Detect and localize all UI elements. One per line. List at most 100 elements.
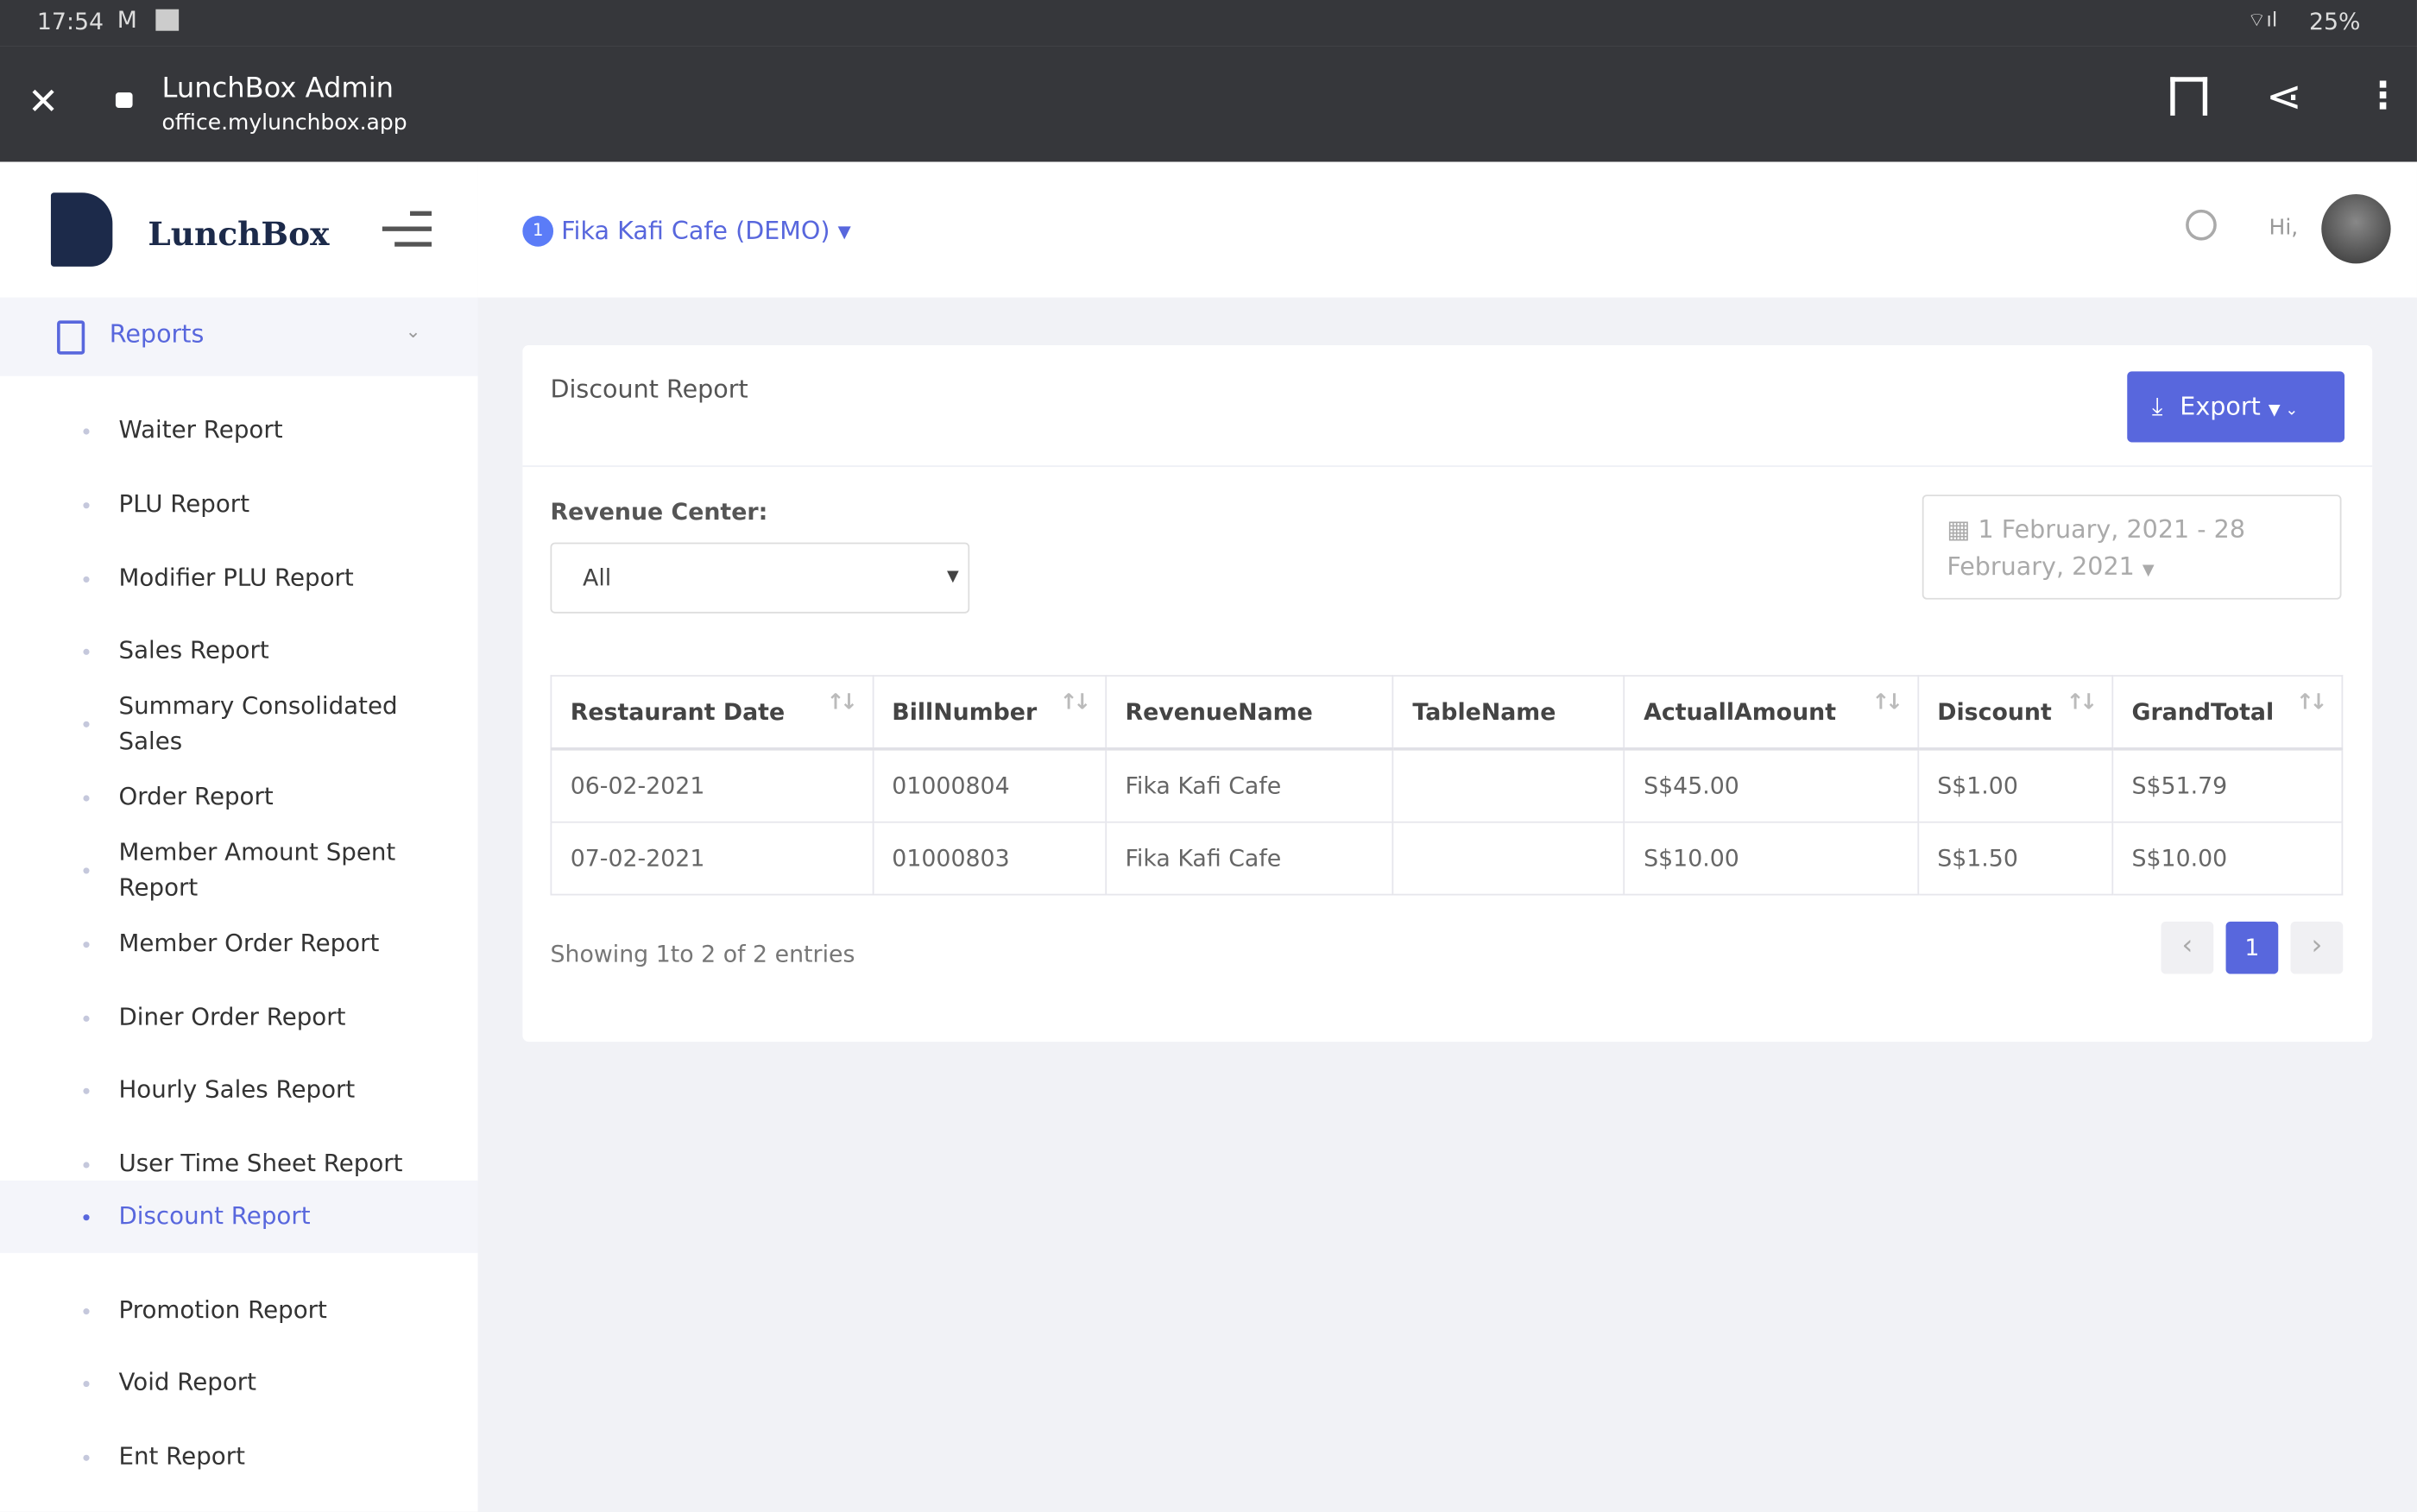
sidebar-item-order-report[interactable]: Order Report	[0, 761, 478, 834]
date-range-end: February, 2021	[1947, 551, 2135, 582]
sidebar-item-sales-report[interactable]: Sales Report	[0, 614, 478, 687]
next-page-button[interactable]: ›	[2290, 921, 2344, 974]
sidebar-item-cash-in-out-report[interactable]: Cash In/Out Report	[0, 1487, 478, 1512]
search-icon[interactable]	[2186, 209, 2217, 241]
entries-info: Showing 1to 2 of 2 entries	[550, 940, 855, 968]
table-cell	[1392, 747, 1625, 823]
sidebar-item-discount-report[interactable]: Discount Report	[0, 1180, 478, 1253]
caret-down-icon: ▼	[946, 568, 959, 586]
table-cell: S$10.00	[1623, 821, 1919, 896]
restaurant-selector[interactable]: 1 Fika Kafi Cafe (DEMO) ▼	[522, 214, 851, 246]
divider	[522, 465, 2373, 468]
status-bar: 17:54 M ⌔ıl 25%	[0, 0, 2417, 47]
column-header[interactable]: ActuallAmount ↑↓	[1623, 675, 1919, 751]
page-1-button[interactable]: 1	[2225, 921, 2279, 974]
table-cell: S$51.79	[2111, 747, 2344, 823]
sidebar-item-promotion-report[interactable]: Promotion Report	[0, 1275, 478, 1347]
table-cell: S$1.00	[1916, 747, 2114, 823]
close-icon[interactable]: ✕	[28, 79, 60, 123]
document-icon	[57, 320, 85, 355]
nav-label: PLU Report	[118, 489, 250, 518]
date-range-picker[interactable]: ▦ 1 February, 2021 - 28 February, 2021 ▼	[1922, 495, 2342, 600]
table-row: 06-02-2021 01000804 Fika Kafi Cafe S$45.00 S…	[550, 747, 2344, 823]
bullet-icon	[83, 648, 90, 655]
download-icon: ⤓	[2151, 391, 2163, 421]
bookmark-icon[interactable]	[2170, 77, 2208, 116]
column-label: BillNumber	[892, 697, 1038, 727]
gmail-icon: M	[117, 6, 137, 35]
page-title: LunchBox Admin	[161, 72, 394, 105]
bullet-icon	[83, 1087, 90, 1094]
sidebar-item-member-order-report[interactable]: Member Order Report	[0, 908, 478, 980]
sidebar-item-void-report[interactable]: Void Report	[0, 1347, 478, 1420]
nav-label: Promotion Report	[118, 1295, 327, 1324]
column-header[interactable]: TableName	[1392, 675, 1625, 751]
nav-label: Member Order Report	[118, 929, 380, 957]
nav-label: Hourly Sales Report	[118, 1075, 356, 1104]
nav-label: Discount Report	[118, 1201, 311, 1230]
table-cell: Fika Kafi Cafe	[1105, 747, 1394, 823]
nav-label: Modifier PLU Report	[118, 564, 354, 592]
url[interactable]: office.mylunchbox.app	[161, 110, 407, 136]
table-cell: Fika Kafi Cafe	[1105, 821, 1394, 896]
nav-label: Diner Order Report	[118, 1003, 346, 1031]
chevron-down-icon: ⌄	[405, 320, 421, 343]
hamburger-icon[interactable]	[382, 211, 432, 247]
sidebar-item-summary-consolidated-sales[interactable]: Summary Consolidated Sales	[0, 671, 478, 778]
table-cell: S$10.00	[2111, 821, 2344, 896]
sidebar-item-user-time-sheet-report[interactable]: User Time Sheet Report	[0, 1128, 478, 1200]
column-label: ActuallAmount	[1644, 697, 1837, 727]
sidebar-section-reports[interactable]: Reports ⌄	[0, 297, 478, 376]
table-row: 07-02-2021 01000803 Fika Kafi Cafe S$10.00 S…	[550, 821, 2344, 896]
sidebar-item-waiter-report[interactable]: Waiter Report	[0, 394, 478, 467]
bullet-icon	[83, 1308, 90, 1315]
column-label: RevenueName	[1125, 697, 1313, 727]
revenue-center-label: Revenue Center:	[550, 497, 768, 526]
sort-icon[interactable]: ↑↓	[1059, 690, 1092, 715]
table-cell: 06-02-2021	[550, 747, 874, 823]
export-button[interactable]: ⤓ Export ▼ ⌄	[2127, 371, 2345, 443]
column-header[interactable]: BillNumber ↑↓	[872, 675, 1108, 751]
sidebar-item-hourly-sales-report[interactable]: Hourly Sales Report	[0, 1054, 478, 1126]
nav-label: User Time Sheet Report	[118, 1150, 403, 1178]
sidebar-item-plu-report[interactable]: PLU Report	[0, 469, 478, 541]
select-value: All	[582, 564, 612, 592]
sort-icon[interactable]: ↑↓	[826, 690, 858, 715]
bullet-icon	[83, 721, 90, 728]
sidebar-item-modifier-plu-report[interactable]: Modifier PLU Report	[0, 543, 478, 615]
avatar[interactable]	[2321, 193, 2391, 264]
sort-icon[interactable]: ↑↓	[2066, 690, 2098, 715]
sidebar-item-ent-report[interactable]: Ent Report	[0, 1421, 478, 1493]
browser-toolbar: ✕ LunchBox Admin office.mylunchbox.app ⋖…	[0, 46, 2417, 162]
column-header[interactable]: GrandTotal ↑↓	[2111, 675, 2344, 751]
bullet-icon	[83, 942, 90, 948]
caret-down-icon: ▼ ⌄	[2268, 402, 2299, 419]
bullet-icon	[83, 428, 90, 435]
bullet-icon	[83, 867, 90, 874]
column-header[interactable]: Restaurant Date ↑↓	[550, 675, 874, 751]
nav-label: Cash In/Out Report	[118, 1506, 345, 1512]
bullet-icon	[83, 1454, 90, 1461]
caret-down-icon: ▼	[837, 222, 851, 243]
report-title: Discount Report	[550, 374, 748, 404]
restaurant-badge: 1	[522, 215, 554, 246]
bullet-icon	[83, 576, 90, 583]
revenue-center-select[interactable]: All ▼	[550, 542, 970, 614]
nav-label: Ent Report	[118, 1442, 245, 1471]
column-label: Restaurant Date	[570, 697, 786, 727]
section-label: Reports	[109, 318, 205, 349]
sidebar-item-member-amount-spent-report[interactable]: Member Amount Spent Report	[0, 816, 478, 924]
greeting: Hi,	[2269, 215, 2299, 241]
column-label: GrandTotal	[2131, 697, 2275, 727]
sort-icon[interactable]: ↑↓	[1871, 690, 1903, 715]
column-header[interactable]: Discount ↑↓	[1916, 675, 2114, 751]
wifi-icon: ⌔ıl	[2247, 9, 2278, 33]
prev-page-button[interactable]: ‹	[2161, 921, 2214, 974]
sidebar-item-diner-order-report[interactable]: Diner Order Report	[0, 981, 478, 1054]
column-header[interactable]: RevenueName	[1105, 675, 1394, 751]
nav-label: Sales Report	[118, 636, 269, 665]
sort-icon[interactable]: ↑↓	[2295, 690, 2328, 715]
share-icon[interactable]: ⋖	[2265, 71, 2302, 123]
more-icon[interactable]: ⋮	[2364, 73, 2402, 117]
column-label: Discount	[1937, 697, 2052, 727]
